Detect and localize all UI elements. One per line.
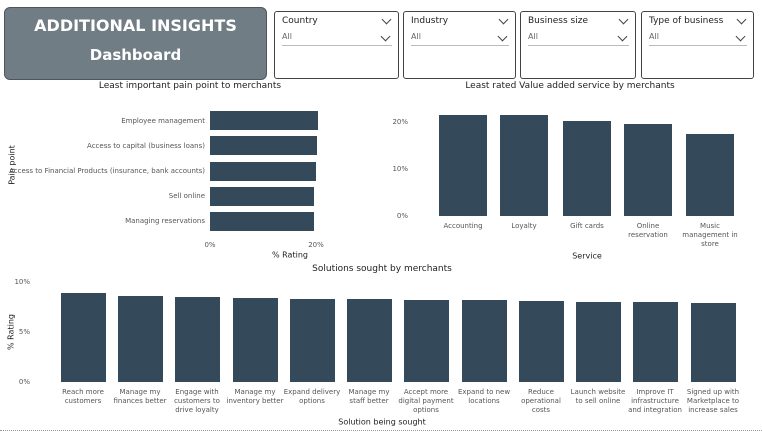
filter-label: Industry — [411, 16, 449, 26]
filter-label: Business size — [528, 16, 588, 26]
x-tick-label: Accounting — [443, 222, 483, 230]
x-tick-label: Manage my finances better — [113, 388, 167, 405]
y-tick-label: Access to Financial Products (insurance,… — [9, 167, 205, 175]
chart-title: Solutions sought by merchants — [312, 264, 452, 274]
x-axis-title: Service — [572, 251, 602, 261]
x-tick-label: Reduce operational costs — [521, 388, 561, 414]
bar — [403, 299, 449, 382]
header-title: ADDITIONAL INSIGHTS — [34, 16, 237, 35]
filter-header-chevron — [618, 14, 629, 25]
filter-value: All — [649, 32, 659, 41]
y-tick-label: Managing reservations — [125, 217, 205, 226]
bar — [289, 298, 335, 382]
bar — [500, 114, 548, 216]
y-axis-title: % Rating — [6, 314, 16, 350]
x-tick-label: Gift cards — [570, 222, 604, 230]
x-tick-label: 0% — [204, 241, 216, 249]
x-tick-label: Engage with customers to drive loyalty — [174, 388, 220, 414]
x-tick-label: Music management in store — [682, 222, 738, 248]
y-tick-label: Access to capital (business loans) — [87, 141, 205, 150]
x-tick-label: Manage my staff better — [348, 388, 390, 405]
filter-header-chevron — [736, 14, 747, 25]
chart-title: Least rated Value added service by merch… — [465, 81, 675, 91]
x-axis-title: % Rating — [272, 250, 308, 260]
bar — [575, 301, 621, 382]
bar — [346, 299, 392, 382]
bar — [461, 299, 507, 382]
bar — [174, 297, 220, 382]
x-tick-label: Expand delivery options — [283, 388, 341, 405]
bar — [117, 296, 163, 382]
x-tick-label: Manage my inventory better — [226, 388, 284, 405]
filter-slicer[interactable]: Country All — [274, 11, 399, 79]
filter-dropdown[interactable]: All — [411, 31, 509, 46]
x-tick-label: Improve IT infrastructure and integratio… — [628, 388, 682, 414]
y-tick-label: 10% — [14, 278, 30, 286]
x-axis-title: Solution being sought — [338, 417, 426, 427]
y-tick-label: 10% — [392, 165, 408, 173]
bar — [563, 121, 611, 216]
x-tick-label: Loyalty — [511, 222, 537, 230]
x-tick-label: Expand to new locations — [457, 388, 511, 405]
bar — [232, 297, 278, 382]
bar — [210, 211, 314, 231]
filter-label: Type of business — [649, 16, 724, 26]
y-tick-label: 0% — [18, 378, 30, 386]
filter-value: All — [282, 32, 292, 41]
filter-label: Country — [282, 16, 318, 26]
x-tick-label: Launch website to sell online — [570, 388, 626, 405]
y-tick-label: 20% — [392, 118, 408, 126]
bar — [210, 161, 316, 181]
filter-header-chevron — [498, 14, 509, 25]
filter-header-chevron — [381, 14, 392, 25]
x-tick-label: Online reservation — [628, 222, 668, 239]
bottom-border — [0, 430, 762, 431]
filter-slicer[interactable]: Type of business All — [641, 11, 754, 79]
y-tick-label: 0% — [396, 212, 408, 220]
x-tick-label: 20% — [308, 241, 324, 249]
y-tick-label: 5% — [18, 328, 30, 336]
bar — [210, 186, 314, 206]
bar — [686, 134, 734, 216]
y-axis-title: Pain point — [7, 145, 17, 185]
bar — [60, 293, 106, 382]
bar — [624, 123, 672, 216]
filter-dropdown[interactable]: All — [528, 31, 629, 46]
chart-title: Least important pain point to merchants — [98, 81, 282, 91]
filter-value: All — [528, 32, 538, 41]
x-tick-label: Accept more digital payment options — [398, 388, 454, 414]
bar — [210, 136, 318, 156]
header-banner: ADDITIONAL INSIGHTS Dashboard — [4, 7, 267, 80]
filter-value: All — [411, 32, 421, 41]
bar — [518, 301, 564, 382]
x-tick-label: Signed up with Marketplace to increase s… — [686, 388, 740, 414]
header-subtitle: Dashboard — [89, 46, 182, 64]
y-tick-label: Sell online — [168, 192, 205, 201]
bar — [690, 302, 736, 382]
x-tick-label: Reach more customers — [62, 388, 104, 405]
filter-dropdown[interactable]: All — [282, 31, 392, 46]
filter-slicer[interactable]: Business size All — [520, 11, 636, 79]
filter-dropdown[interactable]: All — [649, 31, 747, 46]
bar — [210, 111, 319, 131]
bar — [632, 302, 678, 382]
filter-slicer[interactable]: Industry All — [403, 11, 516, 79]
y-tick-label: Employee management — [121, 116, 205, 125]
bar — [439, 114, 487, 216]
